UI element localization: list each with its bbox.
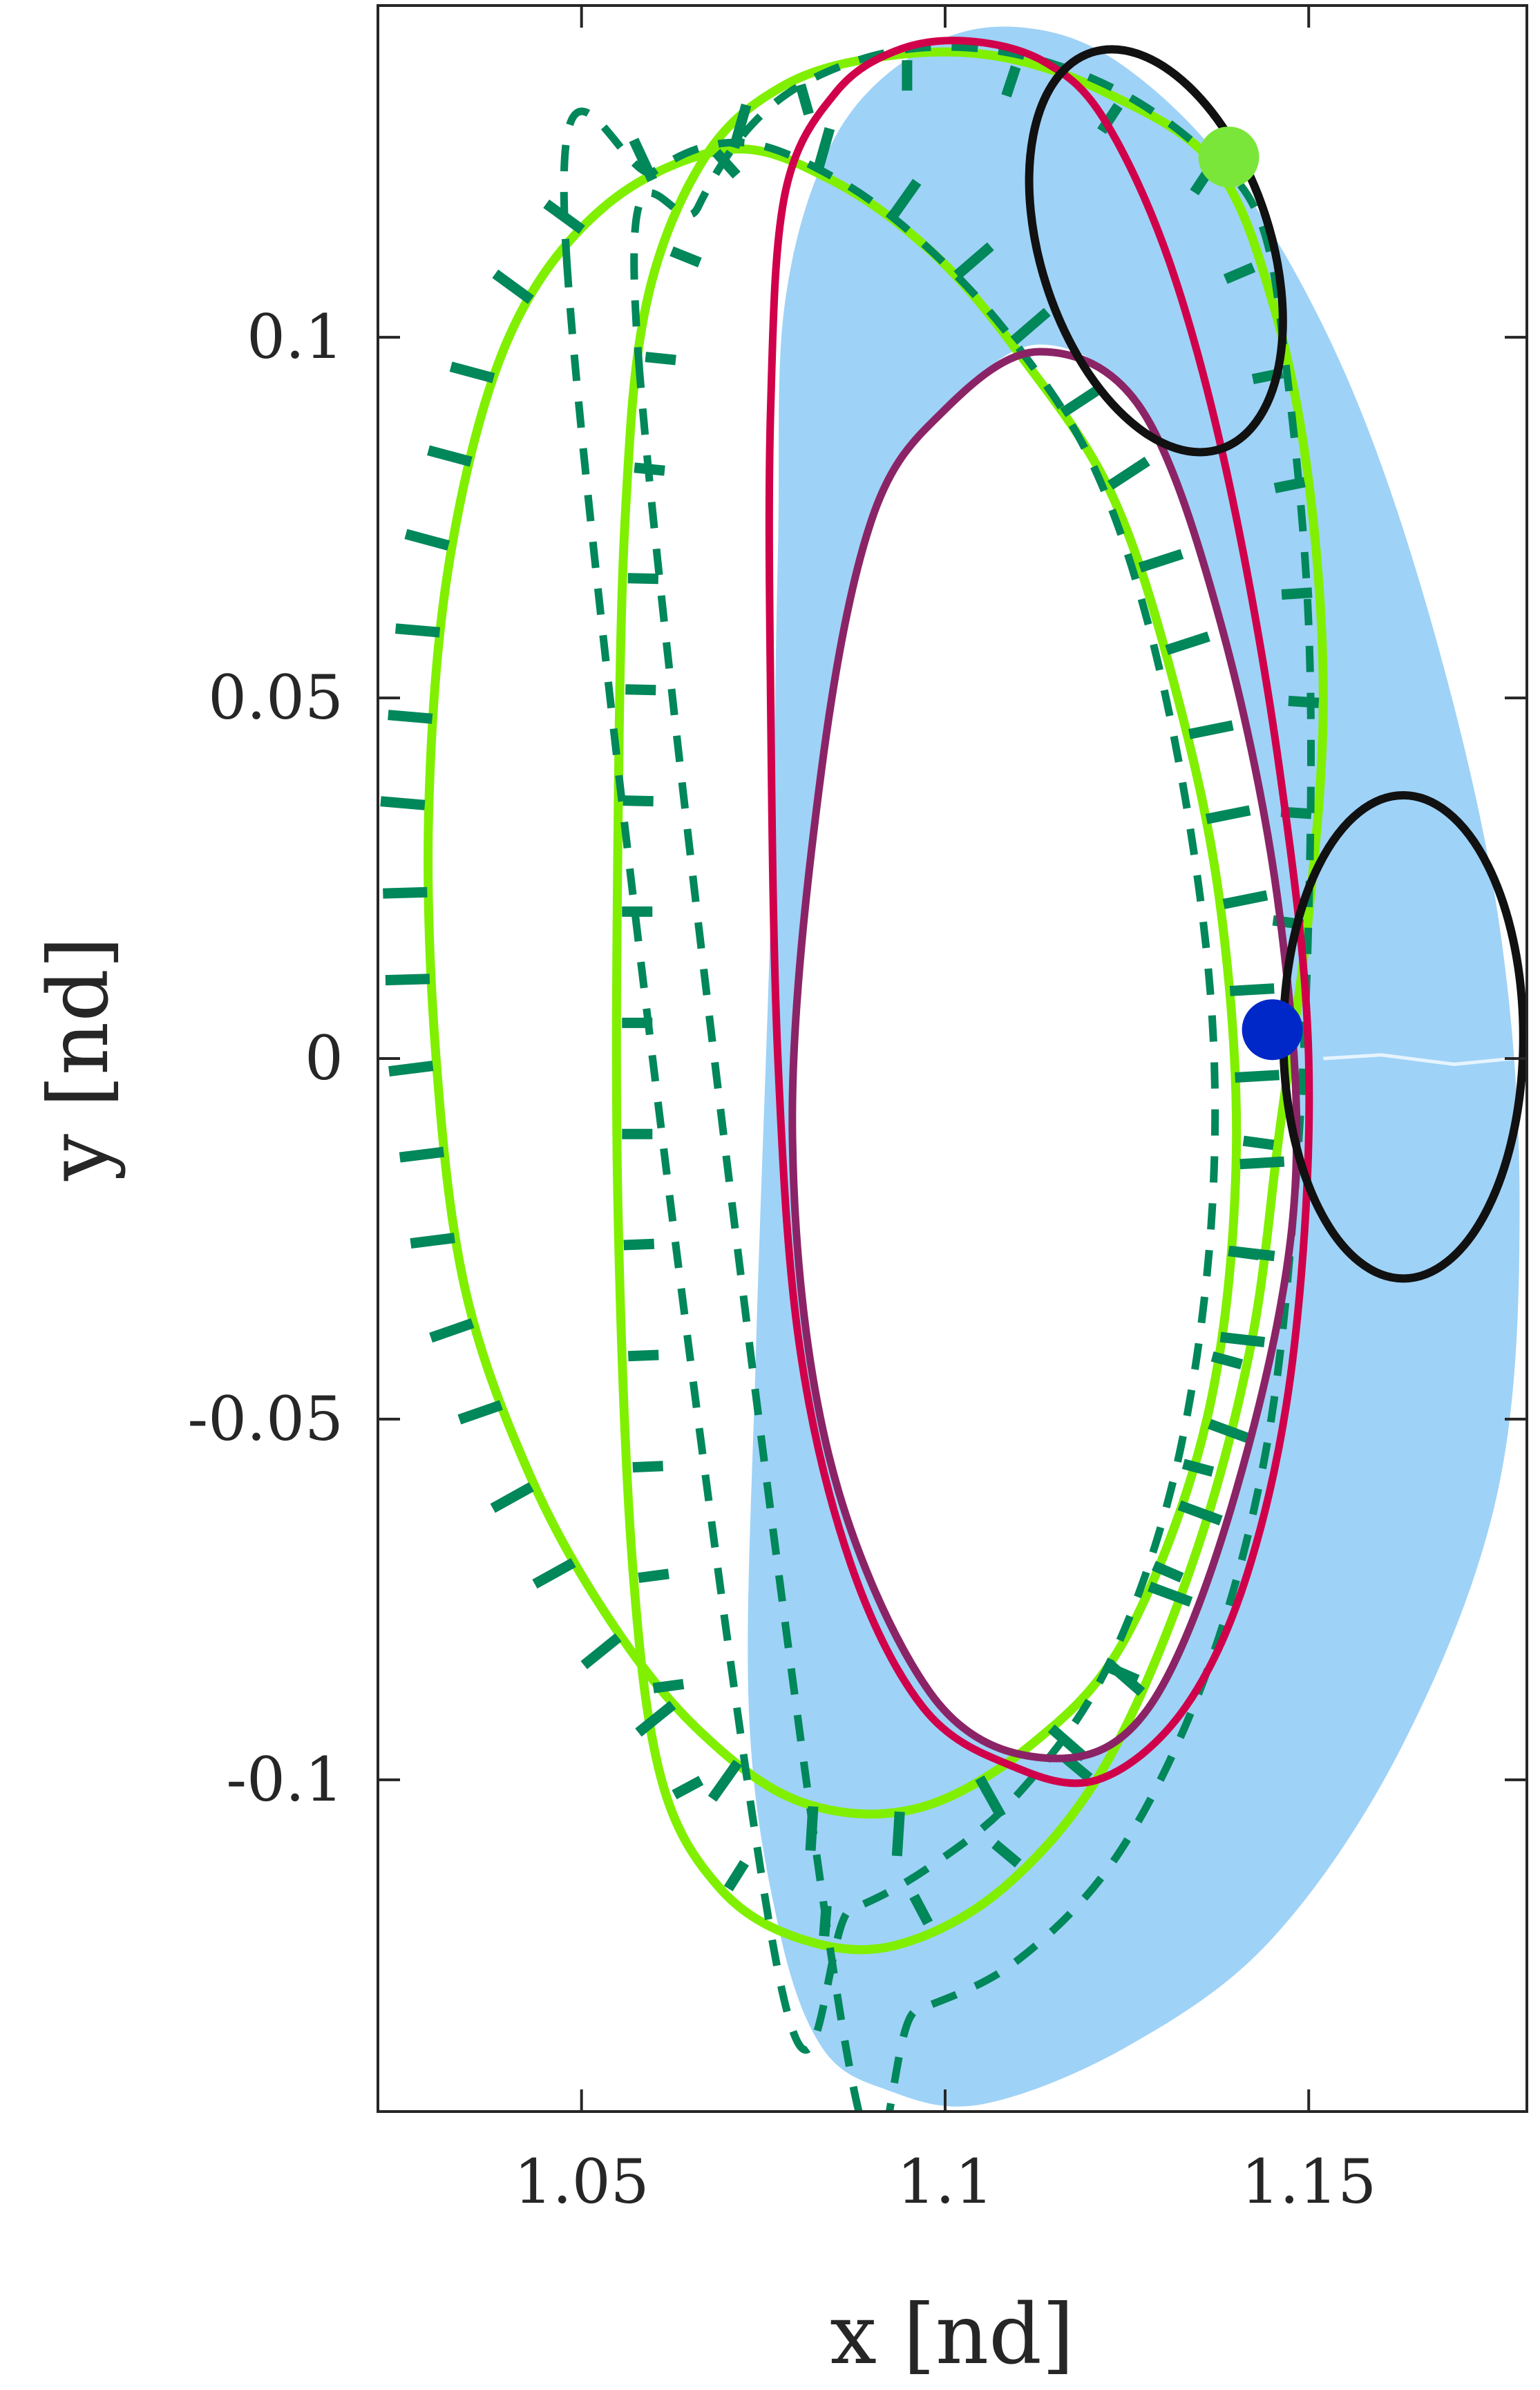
dashed-tick-mark [449, 361, 495, 383]
dashed-tick-mark [492, 269, 534, 304]
dashed-tick-mark [394, 623, 441, 638]
inner-tick-fringe [622, 60, 1320, 1937]
dashed-tick-mark [652, 1678, 685, 1694]
x-tick-label: 1.15 [1241, 2146, 1376, 2217]
dashed-tick-mark [805, 1805, 819, 1851]
y-tick-label: 0.05 [208, 662, 343, 733]
dashed-tick-mark [1223, 262, 1256, 284]
dashed-tick-mark [672, 1776, 704, 1800]
dashed-tick-mark [385, 974, 430, 986]
plot-area [380, 26, 1527, 2112]
dashed-tick-mark [1010, 307, 1051, 345]
dashed-tick-mark [1235, 1070, 1280, 1083]
dashed-tick-mark [1229, 983, 1275, 996]
y-tick-label: -0.05 [187, 1383, 343, 1454]
dashed-tick-mark [1205, 805, 1251, 824]
dashed-tick-mark [543, 199, 585, 234]
dashed-tick-mark [623, 1238, 655, 1251]
black-ellipse-upper [1025, 45, 1287, 457]
dashed-tick-mark [669, 246, 702, 267]
dashed-tick-mark [1177, 1500, 1223, 1526]
dashed-tick-mark [795, 83, 814, 116]
x-tick-label: 1.05 [514, 2146, 649, 2217]
x-axis-label: x [nd] [830, 2287, 1074, 2383]
dashed-tick-mark [629, 137, 658, 182]
dashed-tick-mark [1273, 477, 1306, 493]
x-tick-label: 1.1 [897, 2146, 994, 2217]
dashed-tick-mark [1188, 720, 1234, 739]
y-tick-label: 0 [305, 1023, 343, 1094]
dashed-tick-mark [490, 1482, 534, 1513]
dashed-tick-mark [383, 886, 428, 899]
reachable-band [748, 26, 1520, 2107]
dashed-tick-mark [580, 1633, 622, 1669]
dashed-tick-mark [1047, 1724, 1088, 1762]
crimson-orbit [765, 37, 1313, 1787]
dashed-tick-mark [729, 103, 752, 149]
dashed-tick-mark [388, 710, 433, 724]
dashed-tick-mark [622, 795, 654, 807]
dashed-tick-mark [532, 1557, 576, 1589]
dashed-tick-mark [634, 462, 665, 476]
y-tick-label: 0.1 [247, 301, 343, 372]
dashed-tick-mark [712, 149, 741, 179]
dashed-tick-mark [1281, 587, 1313, 600]
dashed-tick-mark [1239, 1156, 1285, 1170]
dashed-tick-mark [707, 1759, 743, 1802]
green-dash-outer [560, 107, 1219, 2054]
dashed-tick-mark [410, 1233, 455, 1249]
dashed-tick-mark [991, 1840, 1022, 1868]
end-point-marker [1242, 999, 1303, 1061]
y-tick-label: -0.1 [226, 1744, 343, 1815]
dashed-tick-mark [1063, 1754, 1093, 1782]
dashed-tick-mark [1242, 1135, 1275, 1150]
dashed-tick-mark [1152, 1561, 1184, 1583]
dashed-tick-mark [635, 1700, 676, 1737]
dashed-tick-mark [1210, 1351, 1244, 1369]
dashed-tick-mark [909, 1893, 933, 1926]
dashed-tick-mark [380, 796, 426, 810]
dashed-tick-mark [1208, 1419, 1253, 1445]
dashed-tick-mark [638, 1568, 669, 1584]
dashed-tick-mark [723, 1859, 750, 1892]
dashed-tick-mark [645, 352, 676, 366]
dashed-tick-mark [1228, 1246, 1259, 1260]
dashed-tick-mark [1181, 1459, 1215, 1477]
dashed-tick-mark [429, 1318, 475, 1343]
dashed-tick-mark [1107, 457, 1150, 490]
dashed-tick-mark [1108, 1662, 1140, 1685]
dashed-tick-mark [975, 1775, 1006, 1819]
dashed-tick-mark [1138, 549, 1184, 573]
y-axis-label: y [nd] [31, 936, 127, 1182]
dashed-tick-mark [819, 1905, 832, 1937]
dashed-tick-mark [632, 1461, 664, 1473]
dashed-tick-mark [812, 127, 835, 173]
band-axis-trace [1323, 1053, 1513, 1066]
dashed-tick-mark [1148, 1582, 1193, 1607]
dashed-tick-mark [1219, 1331, 1266, 1347]
green-orbit-inner [611, 47, 1328, 1955]
dashed-tick-mark [1288, 695, 1320, 708]
start-point-marker [1198, 126, 1259, 188]
dashed-tick-mark [1165, 631, 1210, 656]
dashed-tick-mark [887, 178, 922, 221]
dashed-tick-mark [891, 1811, 905, 1857]
dashed-tick-mark [953, 242, 994, 279]
dashed-tick-mark [427, 445, 473, 467]
dashed-tick-mark [388, 1061, 434, 1077]
dashed-tick-mark [1222, 890, 1268, 909]
dashed-tick-mark [1001, 65, 1021, 97]
dashed-tick-mark [399, 1146, 445, 1163]
dashed-tick-mark [404, 529, 450, 551]
purple-orbit [788, 348, 1301, 1763]
dashed-tick-mark [1060, 384, 1103, 417]
outer-tick-fringe [380, 103, 1285, 1857]
axis-ticks: 1.05 1.1 1.15 0.1 0.05 0 -0.05 -0.1 [187, 6, 1527, 2217]
dashed-tick-mark [627, 573, 659, 585]
dashed-tick-mark [457, 1400, 503, 1425]
dashed-tick-mark [627, 1349, 659, 1362]
